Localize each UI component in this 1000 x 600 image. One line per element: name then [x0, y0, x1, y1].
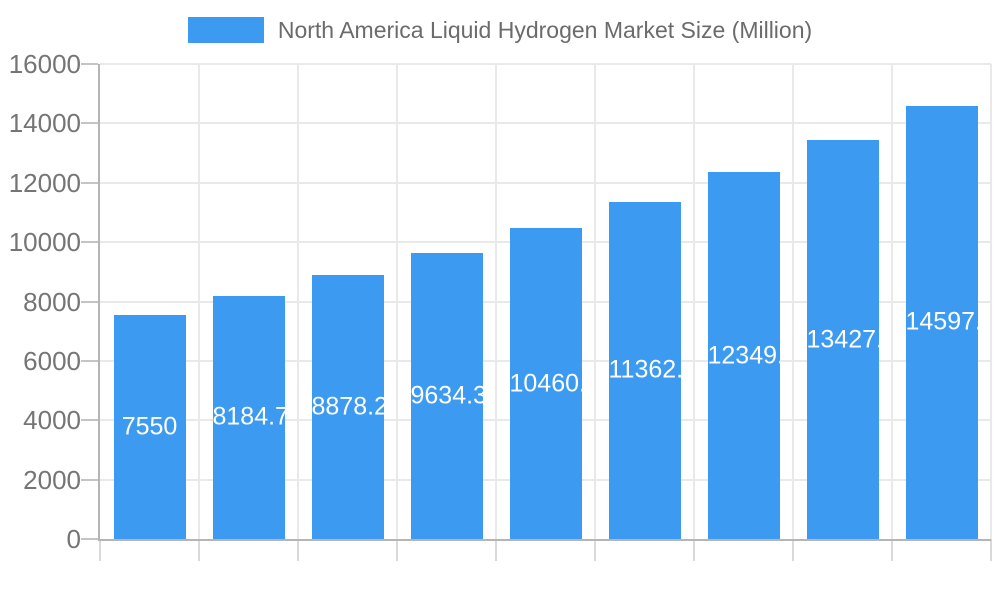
- bar-2027[interactable]: 8878.26: [311, 275, 384, 539]
- y-axis-tick: [81, 300, 98, 303]
- y-axis-tick-label: 8000: [23, 286, 81, 317]
- y-axis-tick-label: 12000: [8, 167, 81, 198]
- y-axis-tick-label: 10000: [8, 227, 81, 258]
- bar-2033[interactable]: 14597.45: [905, 105, 978, 539]
- bar-value-label: 11362.57: [608, 355, 681, 384]
- x-axis-tick: [495, 539, 497, 561]
- v-gridline: [990, 64, 992, 539]
- bar-2025[interactable]: 7550: [113, 314, 186, 539]
- bar-2026[interactable]: 8184.75: [212, 296, 285, 539]
- bar-2029[interactable]: 10460.14: [509, 228, 582, 539]
- y-axis-tick-label: 2000: [23, 464, 81, 495]
- y-axis-tick: [81, 63, 98, 65]
- x-axis-tick: [99, 539, 101, 561]
- x-axis-line: [98, 539, 991, 541]
- bar-value-label: 10460.14: [509, 369, 582, 398]
- legend-swatch[interactable]: [187, 17, 264, 43]
- h-gridline: [100, 63, 991, 65]
- v-gridline: [396, 64, 398, 539]
- x-axis-tick: [792, 539, 794, 561]
- x-axis-tick: [594, 539, 596, 561]
- plot-area: 0 2000 4000 6000 8000 10000 12000 14000 16000 755…: [9, 49, 992, 561]
- y-axis-tick: [81, 241, 98, 244]
- v-gridline: [891, 64, 893, 539]
- bar-2031[interactable]: 12349.08: [707, 172, 780, 539]
- y-axis-tick: [81, 419, 98, 422]
- x-axis-tick: [693, 539, 695, 561]
- v-gridline: [594, 64, 596, 539]
- bar-value-label: 9634.33: [410, 381, 483, 410]
- v-gridline: [297, 64, 299, 539]
- y-axis-tick-label: 14000: [8, 108, 81, 139]
- x-axis-tick: [990, 539, 992, 561]
- h-gridline: [100, 122, 991, 125]
- bar-value-label: 8878.26: [311, 392, 384, 421]
- y-axis-line: [98, 64, 100, 541]
- y-axis-tick-label: 0: [66, 524, 81, 554]
- y-axis-tick: [81, 181, 98, 184]
- y-axis-tick: [81, 122, 98, 125]
- legend-label: North America Liquid Hydrogen Market Siz…: [277, 17, 813, 43]
- v-gridline: [198, 64, 200, 539]
- x-axis-tick: [198, 539, 200, 561]
- bar-value-label: 12349.08: [707, 341, 780, 370]
- y-axis-tick: [81, 359, 98, 362]
- y-axis-tick-label: 4000: [23, 405, 81, 436]
- y-axis-tick-label: 16000: [8, 49, 81, 79]
- bar-2028[interactable]: 9634.33: [410, 252, 483, 539]
- v-gridline: [495, 64, 497, 539]
- bar-2032[interactable]: 13427.68: [806, 140, 879, 539]
- bar-value-label: 13427.68: [806, 325, 879, 354]
- y-axis-tick-label: 6000: [23, 345, 81, 376]
- bar-value-label: 7550: [121, 412, 178, 441]
- h-gridline: [100, 181, 991, 184]
- x-axis-tick: [891, 539, 893, 561]
- x-axis-tick: [396, 539, 398, 561]
- bar-2030[interactable]: 11362.57: [608, 201, 681, 539]
- v-gridline: [792, 64, 794, 539]
- bar-value-label: 8184.75: [212, 402, 285, 431]
- chart-legend[interactable]: North America Liquid Hydrogen Market Siz…: [0, 13, 1000, 47]
- y-axis-tick: [81, 538, 98, 540]
- v-gridline: [693, 64, 695, 539]
- x-axis-tick: [297, 539, 299, 561]
- bar-value-label: 14597.45: [905, 307, 978, 336]
- y-axis-tick: [81, 478, 98, 481]
